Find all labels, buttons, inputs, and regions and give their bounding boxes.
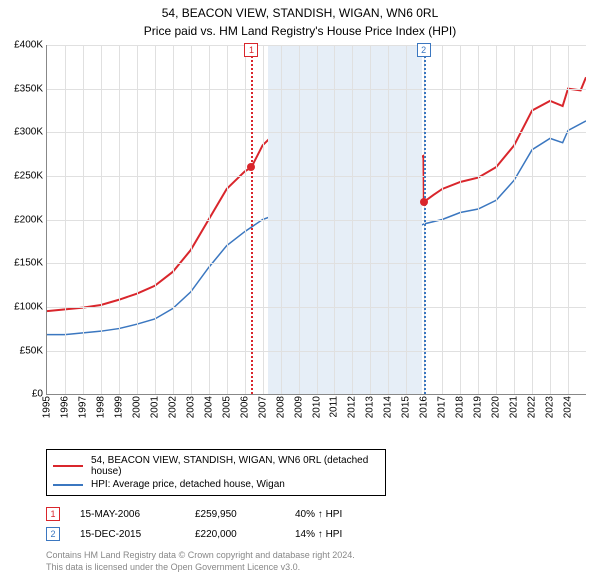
- transaction-row: 1 15-MAY-2006 £259,950 40% ↑ HPI: [46, 504, 592, 524]
- marker-box-1: 1: [244, 43, 258, 57]
- marker-line-2: [424, 45, 426, 394]
- xtick-label: 2001: [149, 396, 160, 418]
- gridline-v: [532, 45, 533, 394]
- ytick-label: £200K: [14, 214, 47, 225]
- chart-container: 54, BEACON VIEW, STANDISH, WIGAN, WN6 0R…: [0, 0, 600, 560]
- xtick-label: 2020: [491, 396, 502, 418]
- gridline-v: [65, 45, 66, 394]
- xtick-label: 2002: [167, 396, 178, 418]
- gridline-v: [101, 45, 102, 394]
- xtick-label: 2005: [221, 396, 232, 418]
- gridline-v: [568, 45, 569, 394]
- xtick-label: 2014: [383, 396, 394, 418]
- transaction-delta: 40% ↑ HPI: [295, 509, 342, 520]
- xtick-label: 2016: [419, 396, 430, 418]
- legend-box: 54, BEACON VIEW, STANDISH, WIGAN, WN6 0R…: [46, 449, 386, 496]
- gridline-v: [155, 45, 156, 394]
- gridline-v: [137, 45, 138, 394]
- ytick-label: £350K: [14, 83, 47, 94]
- xtick-label: 2015: [401, 396, 412, 418]
- ytick-label: £150K: [14, 258, 47, 269]
- gridline-v: [281, 45, 282, 394]
- marker-line-1: [251, 45, 253, 394]
- gridline-v: [352, 45, 353, 394]
- gridline-v: [83, 45, 84, 394]
- footer-line-2: This data is licensed under the Open Gov…: [46, 562, 592, 574]
- gridline-v: [406, 45, 407, 394]
- xtick-label: 2012: [347, 396, 358, 418]
- gridline-v: [478, 45, 479, 394]
- transaction-date: 15-MAY-2006: [80, 509, 175, 520]
- transaction-date: 15-DEC-2015: [80, 529, 175, 540]
- gridline-v: [334, 45, 335, 394]
- gridline-v: [173, 45, 174, 394]
- gridline-v: [388, 45, 389, 394]
- transaction-list: 1 15-MAY-2006 £259,950 40% ↑ HPI 2 15-DEC-201…: [46, 504, 592, 544]
- ytick-label: £300K: [14, 127, 47, 138]
- chart-area: £0£50K£100K£150K£200K£250K£300K£350K£400…: [46, 45, 586, 415]
- legend-row: HPI: Average price, detached house, Wiga…: [53, 478, 379, 491]
- gridline-v: [514, 45, 515, 394]
- footer-line-1: Contains HM Land Registry data © Crown c…: [46, 550, 592, 562]
- sale-point-0: [247, 163, 255, 171]
- xtick-label: 1995: [42, 396, 53, 418]
- ytick-label: £400K: [14, 40, 47, 51]
- transaction-marker: 2: [46, 527, 60, 541]
- gridline-v: [119, 45, 120, 394]
- gridline-v: [209, 45, 210, 394]
- gridline-v: [442, 45, 443, 394]
- xtick-label: 1996: [59, 396, 70, 418]
- gridline-v: [550, 45, 551, 394]
- legend-label: 54, BEACON VIEW, STANDISH, WIGAN, WN6 0R…: [91, 455, 379, 477]
- transaction-row: 2 15-DEC-2015 £220,000 14% ↑ HPI: [46, 524, 592, 544]
- sale-point-1: [420, 198, 428, 206]
- gridline-v: [299, 45, 300, 394]
- xtick-label: 2022: [527, 396, 538, 418]
- gridline-v: [245, 45, 246, 394]
- legend-swatch: [53, 484, 83, 486]
- marker-box-2: 2: [417, 43, 431, 57]
- xtick-label: 2021: [509, 396, 520, 418]
- xtick-label: 2007: [257, 396, 268, 418]
- gridline-v: [460, 45, 461, 394]
- xtick-label: 2013: [365, 396, 376, 418]
- xtick-label: 2017: [437, 396, 448, 418]
- transaction-marker: 1: [46, 507, 60, 521]
- gridline-v: [227, 45, 228, 394]
- xtick-label: 2023: [545, 396, 556, 418]
- xtick-label: 2009: [293, 396, 304, 418]
- gridline-v: [317, 45, 318, 394]
- ytick-label: £100K: [14, 301, 47, 312]
- xtick-label: 2004: [203, 396, 214, 418]
- transaction-price: £220,000: [195, 529, 275, 540]
- xtick-label: 2010: [311, 396, 322, 418]
- footer-attribution: Contains HM Land Registry data © Crown c…: [46, 550, 592, 573]
- gridline-v: [370, 45, 371, 394]
- xtick-label: 2011: [329, 396, 340, 418]
- transaction-price: £259,950: [195, 509, 275, 520]
- xtick-label: 2018: [455, 396, 466, 418]
- ytick-label: £250K: [14, 171, 47, 182]
- legend-row: 54, BEACON VIEW, STANDISH, WIGAN, WN6 0R…: [53, 454, 379, 478]
- xtick-label: 1999: [113, 396, 124, 418]
- chart-title: 54, BEACON VIEW, STANDISH, WIGAN, WN6 0R…: [8, 6, 592, 22]
- xtick-label: 2024: [563, 396, 574, 418]
- xtick-label: 2008: [275, 396, 286, 418]
- xtick-label: 1997: [77, 396, 88, 418]
- xtick-label: 2003: [185, 396, 196, 418]
- chart-subtitle: Price paid vs. HM Land Registry's House …: [8, 24, 592, 40]
- xtick-label: 1998: [95, 396, 106, 418]
- xtick-label: 2006: [239, 396, 250, 418]
- gridline-v: [496, 45, 497, 394]
- xtick-label: 2000: [131, 396, 142, 418]
- legend-label: HPI: Average price, detached house, Wiga…: [91, 479, 285, 490]
- ytick-label: £50K: [20, 345, 47, 356]
- transaction-delta: 14% ↑ HPI: [295, 529, 342, 540]
- xtick-label: 2019: [473, 396, 484, 418]
- gridline-v: [191, 45, 192, 394]
- gridline-v: [263, 45, 264, 394]
- plot-region: £0£50K£100K£150K£200K£250K£300K£350K£400…: [46, 45, 586, 395]
- legend-swatch: [53, 465, 83, 467]
